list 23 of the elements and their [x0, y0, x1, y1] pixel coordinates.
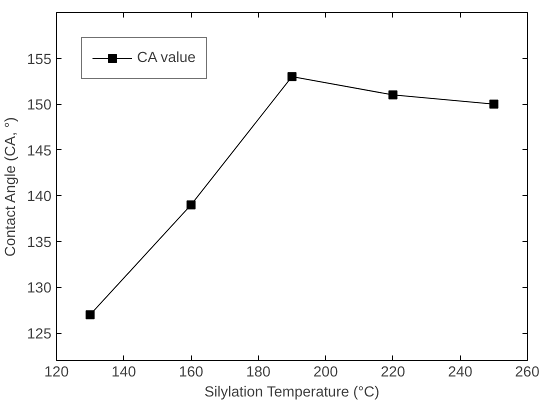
- x-tick-label: 120: [44, 364, 69, 380]
- point: [288, 72, 296, 82]
- point: [186, 200, 196, 210]
- y-tick-label: 125: [27, 326, 52, 343]
- x-tick-label: 160: [178, 364, 204, 380]
- y-tick-label: 150: [27, 98, 52, 114]
- y-axis-title: Contact Angle (CA, °): [3, 117, 20, 257]
- point: [489, 100, 498, 109]
- x-tick-label: 180: [246, 364, 271, 380]
- x-tick-label: 260: [515, 364, 539, 380]
- legend-label: CA value: [137, 50, 196, 66]
- y-tick-label: 155: [27, 52, 52, 68]
- x-tick-label: 220: [380, 364, 406, 380]
- x-tick-label: 200: [313, 364, 338, 380]
- y-tick-label: 140: [27, 189, 52, 206]
- y-tick-label: 135: [27, 234, 52, 251]
- point: [86, 310, 95, 320]
- y-tick-label: 145: [27, 143, 52, 160]
- x-tick-label: 140: [112, 364, 136, 380]
- x-tick-label: 240: [448, 364, 472, 380]
- y-tick-label: 130: [27, 280, 52, 297]
- point: [388, 90, 398, 100]
- x-axis-title: Silylation Temperature (°C): [204, 384, 380, 400]
